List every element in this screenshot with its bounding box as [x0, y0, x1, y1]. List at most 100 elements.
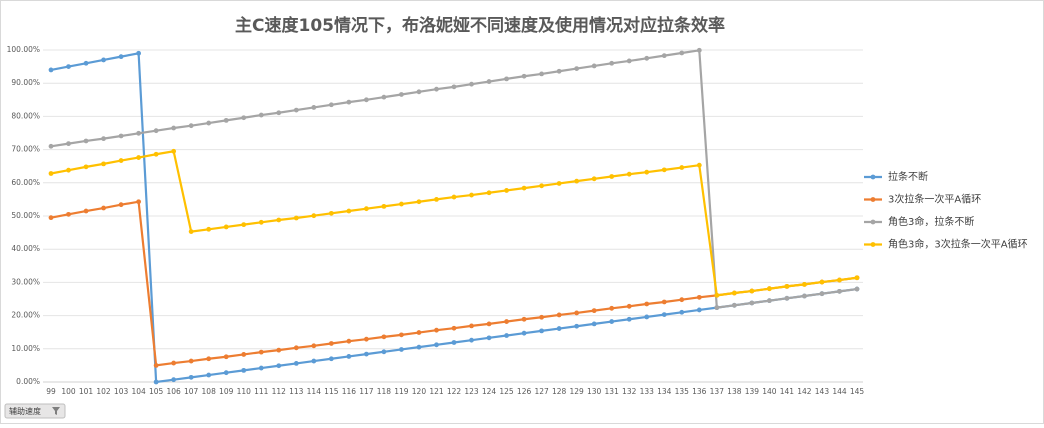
data-point — [434, 327, 439, 333]
data-point — [766, 298, 772, 304]
data-point — [539, 183, 545, 189]
data-point — [363, 336, 369, 342]
data-point — [696, 162, 702, 168]
data-point — [766, 286, 772, 292]
y-tick-label: 0.00% — [16, 377, 40, 386]
data-point — [749, 288, 755, 294]
x-tick-label: 107 — [184, 387, 199, 396]
y-tick-label: 100.00% — [7, 45, 40, 54]
data-point — [837, 288, 842, 294]
data-point — [626, 316, 632, 322]
y-tick-label: 70.00% — [11, 145, 40, 154]
data-point — [153, 363, 159, 368]
data-point — [609, 319, 615, 324]
data-point — [381, 349, 387, 355]
x-tick-label: 101 — [79, 387, 94, 396]
data-point — [679, 297, 685, 303]
data-point — [661, 312, 667, 318]
data-point — [381, 203, 387, 209]
data-point — [258, 349, 264, 355]
data-point — [258, 365, 264, 371]
data-point — [556, 181, 562, 186]
data-point — [399, 347, 404, 352]
data-point — [328, 102, 334, 108]
data-point — [504, 333, 509, 338]
data-point — [188, 358, 194, 364]
data-point — [574, 310, 580, 316]
data-point — [609, 60, 615, 66]
data-point — [223, 354, 229, 360]
data-point — [714, 305, 720, 311]
data-point — [731, 290, 737, 296]
x-tick-label: 127 — [534, 387, 549, 396]
x-tick-label: 106 — [166, 387, 181, 396]
field-button[interactable]: 辅助速度 — [4, 403, 66, 419]
data-point — [696, 47, 702, 53]
data-point — [521, 73, 527, 79]
data-point — [136, 155, 142, 160]
x-tick-label: 137 — [710, 387, 725, 396]
data-point — [416, 199, 422, 205]
x-tick-label: 102 — [96, 387, 111, 396]
filter-icon[interactable] — [52, 407, 60, 415]
data-point — [258, 112, 264, 118]
data-point — [609, 174, 615, 179]
data-point — [241, 367, 247, 373]
data-point — [153, 151, 159, 157]
field-button-box[interactable] — [4, 403, 66, 419]
data-point — [206, 120, 212, 126]
data-point — [591, 321, 597, 327]
data-point — [223, 117, 229, 123]
data-point — [469, 192, 474, 198]
data-point — [328, 341, 334, 346]
data-point — [486, 335, 492, 341]
x-tick-label: 134 — [657, 387, 672, 396]
legend-label: 角色3命，3次拉条一次平A循环 — [888, 238, 1028, 251]
data-point — [486, 190, 492, 196]
data-point — [153, 128, 159, 134]
data-point — [118, 202, 124, 208]
data-point — [153, 379, 159, 385]
data-point — [311, 343, 317, 349]
data-point — [171, 377, 177, 383]
y-tick-label: 50.00% — [11, 211, 40, 220]
data-point — [83, 138, 89, 144]
x-tick-label: 143 — [815, 387, 830, 396]
data-point — [223, 370, 229, 376]
data-point — [731, 302, 737, 308]
data-point — [696, 294, 702, 300]
data-point — [363, 97, 369, 103]
data-point — [591, 308, 597, 314]
legend-marker — [870, 197, 876, 202]
y-tick-label: 20.00% — [11, 311, 40, 320]
x-tick-label: 108 — [202, 387, 217, 396]
x-tick-label: 130 — [587, 387, 602, 396]
data-point — [714, 292, 720, 298]
x-tick-label: 113 — [289, 387, 304, 396]
x-tick-label: 122 — [447, 387, 462, 396]
data-point — [819, 279, 825, 285]
y-tick-label: 10.00% — [11, 344, 40, 353]
data-point — [293, 107, 299, 113]
data-point — [609, 305, 615, 311]
data-point — [206, 372, 212, 378]
data-point — [171, 125, 177, 131]
data-point — [434, 342, 439, 348]
data-point — [626, 58, 632, 64]
data-point — [416, 330, 422, 335]
data-point — [66, 167, 71, 173]
data-point — [188, 123, 194, 129]
legend-marker — [870, 219, 876, 225]
data-point — [556, 312, 562, 318]
data-point — [346, 99, 352, 105]
x-tick-label: 118 — [377, 387, 392, 396]
x-tick-label: 104 — [131, 387, 146, 396]
data-point — [171, 360, 177, 366]
data-point — [101, 57, 106, 63]
x-tick-label: 120 — [412, 387, 427, 396]
data-point — [521, 330, 527, 336]
data-point — [854, 286, 860, 292]
field-button-label[interactable]: 辅助速度 — [9, 406, 41, 416]
x-tick-label: 142 — [797, 387, 812, 396]
